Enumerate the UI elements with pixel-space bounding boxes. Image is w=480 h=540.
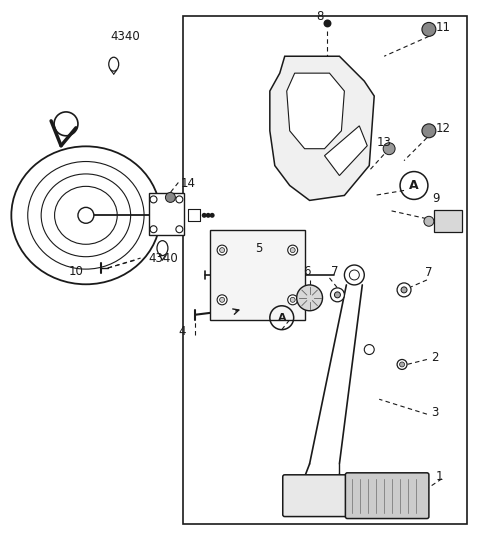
Circle shape — [210, 213, 215, 218]
Text: 1: 1 — [436, 470, 444, 483]
Text: 10: 10 — [69, 266, 84, 279]
Circle shape — [422, 124, 436, 138]
Circle shape — [288, 245, 298, 255]
Circle shape — [401, 287, 407, 293]
Polygon shape — [270, 56, 374, 200]
Circle shape — [399, 362, 405, 367]
Text: 4340: 4340 — [148, 252, 178, 265]
Text: 2: 2 — [431, 351, 438, 364]
Circle shape — [290, 248, 295, 253]
Text: 14: 14 — [180, 177, 195, 190]
Circle shape — [344, 265, 364, 285]
Circle shape — [335, 292, 340, 298]
Text: 12: 12 — [436, 123, 451, 136]
FancyBboxPatch shape — [283, 475, 348, 517]
Text: 11: 11 — [436, 21, 451, 34]
Text: A: A — [409, 179, 419, 192]
FancyBboxPatch shape — [148, 193, 184, 235]
Text: 7: 7 — [332, 266, 339, 279]
Text: 13: 13 — [376, 136, 391, 149]
Circle shape — [422, 23, 436, 36]
Circle shape — [288, 295, 298, 305]
Text: A: A — [277, 313, 286, 323]
Text: 7: 7 — [425, 266, 432, 280]
Text: 6: 6 — [303, 266, 311, 279]
Circle shape — [78, 207, 94, 223]
FancyBboxPatch shape — [346, 473, 429, 518]
FancyBboxPatch shape — [434, 211, 462, 232]
Circle shape — [397, 283, 411, 297]
Text: 4340: 4340 — [111, 30, 141, 43]
Circle shape — [424, 217, 434, 226]
Circle shape — [383, 143, 395, 154]
Circle shape — [166, 192, 175, 202]
Circle shape — [217, 295, 227, 305]
Circle shape — [297, 285, 323, 310]
Circle shape — [202, 213, 207, 218]
Circle shape — [364, 345, 374, 354]
Polygon shape — [287, 73, 344, 148]
Text: 9: 9 — [432, 192, 439, 205]
Text: 8: 8 — [316, 10, 323, 23]
Circle shape — [324, 19, 332, 28]
Circle shape — [217, 245, 227, 255]
Text: 3: 3 — [431, 406, 438, 419]
Text: 5: 5 — [255, 241, 262, 255]
Bar — [183, 17, 467, 523]
Circle shape — [397, 360, 407, 369]
Circle shape — [290, 298, 295, 302]
Polygon shape — [324, 126, 367, 176]
Circle shape — [220, 298, 225, 302]
Circle shape — [330, 288, 344, 302]
Circle shape — [206, 213, 211, 218]
FancyBboxPatch shape — [210, 230, 305, 320]
Circle shape — [220, 248, 225, 253]
Text: 4: 4 — [179, 325, 186, 338]
